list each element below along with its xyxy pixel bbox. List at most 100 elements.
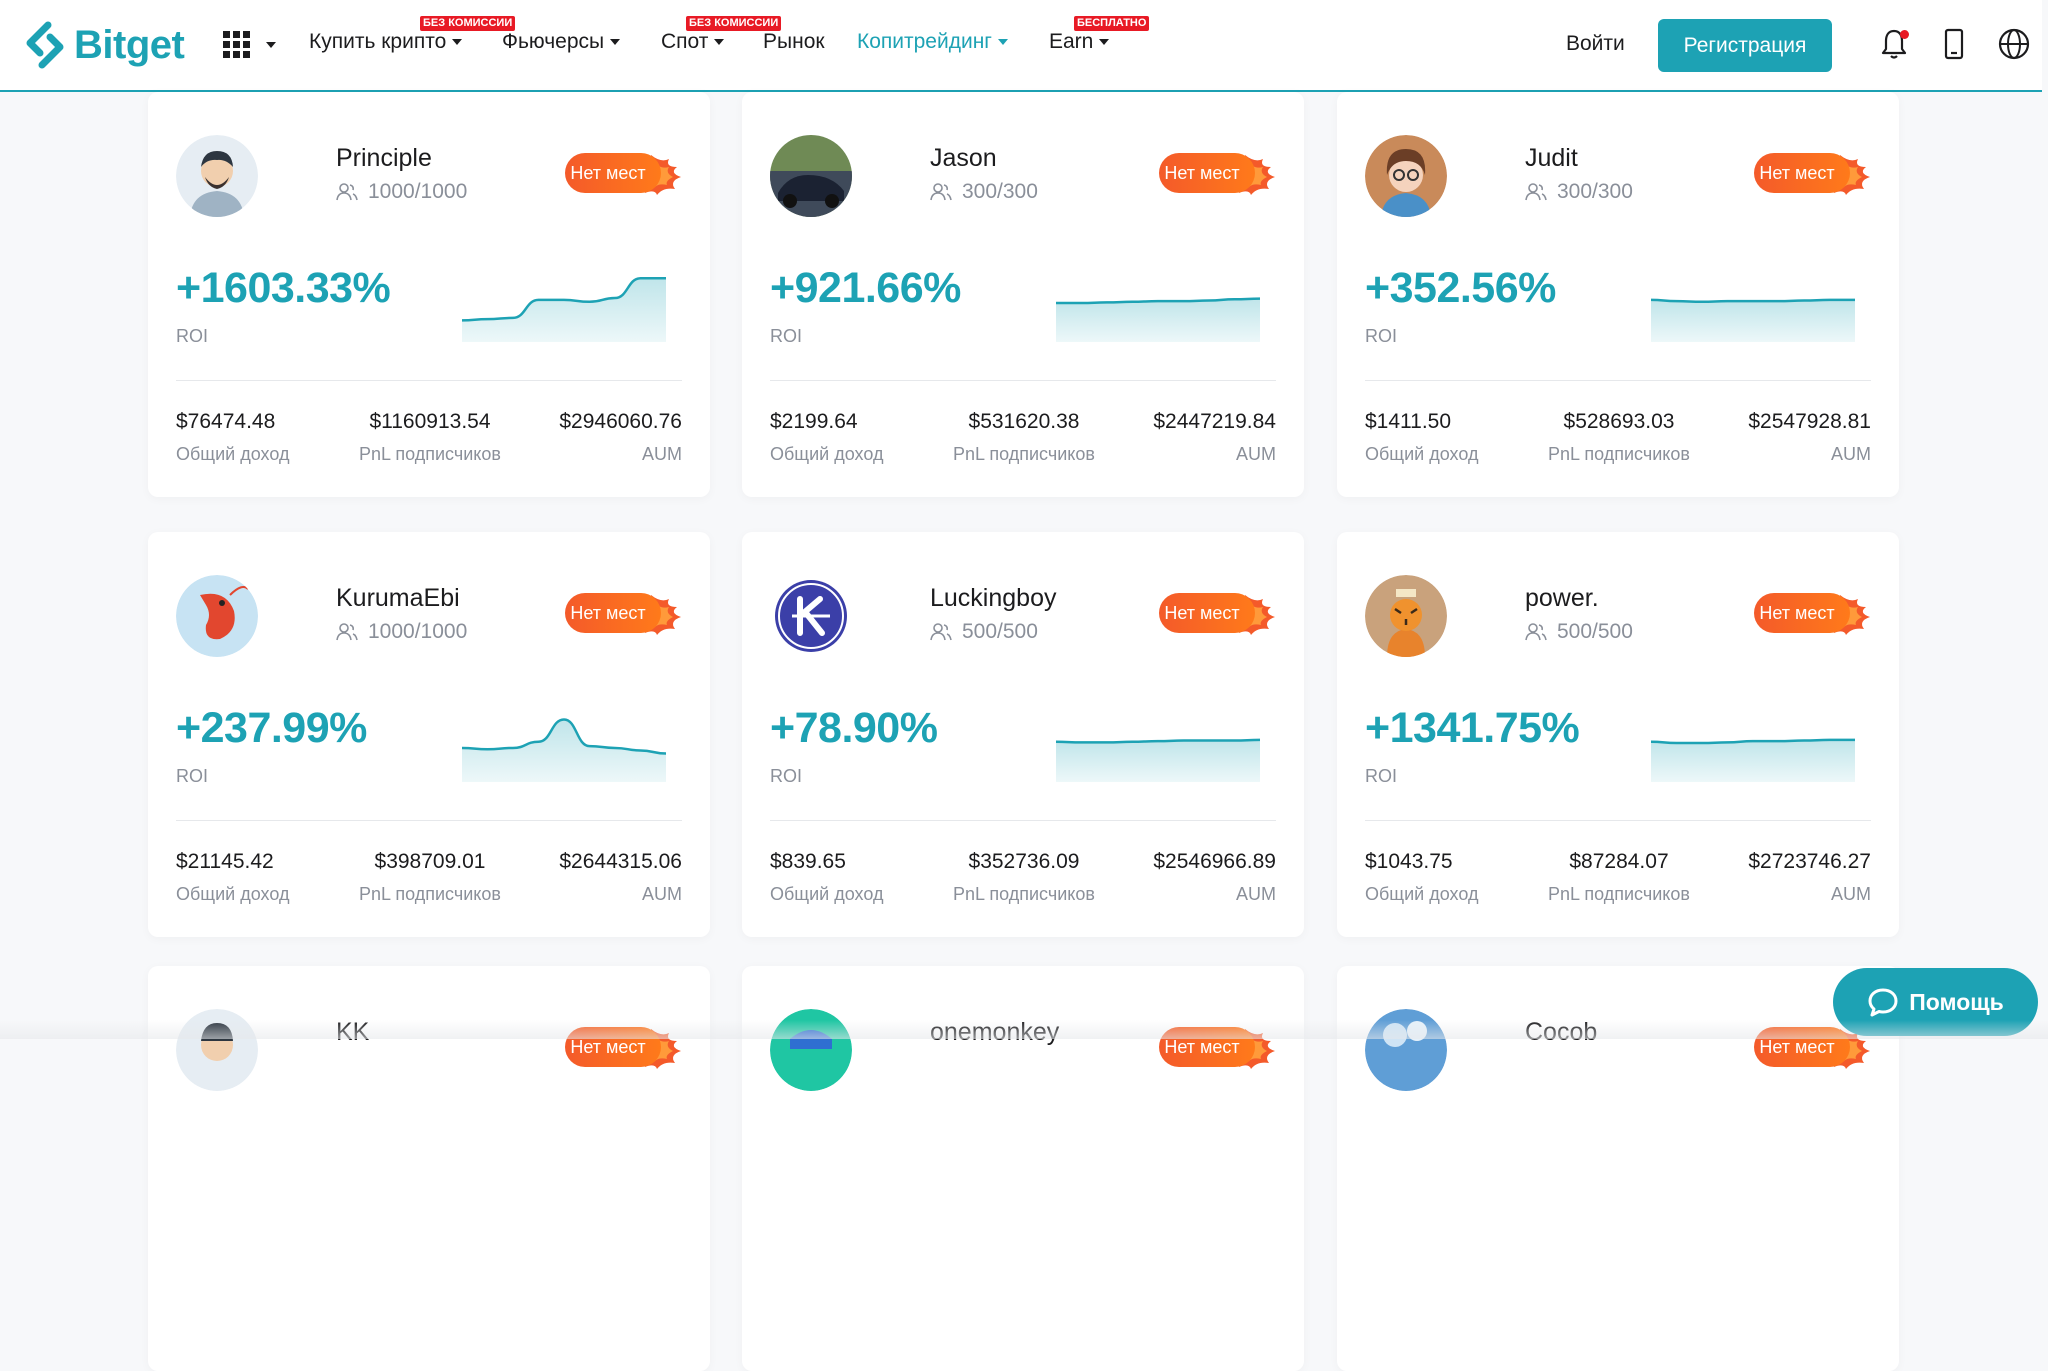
subscriber-pnl-value: $87284.07 <box>1569 850 1669 873</box>
roi-sparkline <box>462 718 666 782</box>
nav-market[interactable]: Рынок <box>763 30 825 54</box>
nav-buy-crypto[interactable]: Купить крипто <box>309 30 463 54</box>
sparkline-line <box>1651 738 1855 745</box>
sparkline-line <box>462 276 666 322</box>
full-badge-pill <box>1159 593 1255 633</box>
sparkline-area <box>1651 299 1855 342</box>
aum-label: AUM <box>1831 444 1871 464</box>
trader-card[interactable]: power. 500/500 Нет мест +1341.75% ROI $1043.7… <box>1337 532 1899 937</box>
register-button[interactable]: Регистрация <box>1658 19 1832 72</box>
subscriber-pnl-value: $398709.01 <box>374 850 486 873</box>
aum-value: $2644315.06 <box>559 850 682 873</box>
language-button[interactable] <box>1996 26 2032 62</box>
roi-sparkline <box>1651 298 1855 342</box>
chat-bubble-icon <box>1868 988 1898 1017</box>
sparkline-area <box>1651 739 1855 782</box>
trader-name: Judit <box>1525 144 1578 172</box>
stat-subscriber-pnl: $1160913.54 PnL подписчиков <box>293 410 567 465</box>
stat-aum: $2546966.89 AUM <box>1153 850 1276 905</box>
subscriber-pnl-label: PnL подписчиков <box>953 444 1095 464</box>
stat-total-income: $21145.42 Общий доход <box>176 850 289 905</box>
aum-value: $2447219.84 <box>1153 410 1276 433</box>
full-badge-label: Нет мест <box>1759 603 1835 623</box>
total-income-label: Общий доход <box>770 884 884 904</box>
roi-sparkline <box>1056 297 1260 342</box>
aum-label: AUM <box>1831 884 1871 904</box>
stat-aum: $2447219.84 AUM <box>1153 410 1276 465</box>
total-income-label: Общий доход <box>176 444 290 464</box>
followers-value: 500/500 <box>1557 620 1633 643</box>
stat-subscriber-pnl: $87284.07 PnL подписчиков <box>1482 850 1756 905</box>
trader-avatar <box>770 575 852 657</box>
full-badge-label: Нет мест <box>1164 163 1240 183</box>
nav-label: Спот <box>661 30 709 53</box>
roi-label: ROI <box>1365 766 1398 786</box>
nav-spot[interactable]: Спот <box>661 30 725 54</box>
trader-avatar <box>176 575 258 657</box>
followers-count: 1000/1000 <box>336 180 467 204</box>
total-income-value: $1411.50 <box>1365 410 1452 433</box>
subscriber-pnl-label: PnL подписчиков <box>359 884 501 904</box>
full-badge: Нет мест <box>1754 153 1870 197</box>
help-label: Помощь <box>1909 988 2004 1015</box>
stat-total-income: $1043.75 Общий доход <box>1365 850 1478 905</box>
top-navbar: Bitget БЕЗ КОМИССИИ Купить крипто Фьючер… <box>0 0 2042 92</box>
nav-earn[interactable]: Earn <box>1049 30 1110 54</box>
users-icon <box>1525 183 1547 201</box>
apps-menu-button[interactable] <box>222 30 276 60</box>
trader-card[interactable]: Luckingboy 500/500 Нет мест +78.90% ROI $839.… <box>742 532 1304 937</box>
users-icon <box>930 623 952 641</box>
trader-card[interactable]: Principle 1000/1000 Нет мест +1603.33% ROI $7… <box>148 92 710 497</box>
mobile-app-button[interactable] <box>1936 26 1972 62</box>
trader-card[interactable]: Judit 300/300 Нет мест +352.56% ROI $1411.50 О… <box>1337 92 1899 497</box>
stat-aum: $2723746.27 AUM <box>1748 850 1871 905</box>
roi-sparkline <box>1056 738 1260 782</box>
chevron-down-icon <box>266 42 276 48</box>
full-badge: Нет мест <box>1159 593 1275 637</box>
total-income-value: $21145.42 <box>176 850 274 873</box>
nav-copy-trading[interactable]: Копитрейдинг <box>857 30 1008 54</box>
users-icon <box>336 183 358 201</box>
nav-futures[interactable]: Фьючерсы <box>502 30 621 54</box>
nav-label: Купить крипто <box>309 30 447 53</box>
followers-value: 1000/1000 <box>368 180 468 203</box>
roi-label: ROI <box>1365 326 1398 346</box>
total-income-label: Общий доход <box>176 884 290 904</box>
subscriber-pnl-value: $352736.09 <box>968 850 1080 873</box>
subscriber-pnl-value: $1160913.54 <box>369 410 491 433</box>
card-divider <box>770 380 1276 381</box>
full-badge: Нет мест <box>1159 153 1275 197</box>
total-income-value: $2199.64 <box>770 410 858 433</box>
trader-card[interactable]: KurumaEbi 1000/1000 Нет мест +237.99% ROI $21… <box>148 532 710 937</box>
login-link[interactable]: Войти <box>1566 32 1625 55</box>
trader-name: Principle <box>336 144 432 172</box>
full-badge: Нет мест <box>565 593 681 637</box>
grid-apps-icon <box>223 31 250 58</box>
stat-total-income: $1411.50 Общий доход <box>1365 410 1478 465</box>
total-income-label: Общий доход <box>1365 884 1479 904</box>
roi-label: ROI <box>176 326 209 346</box>
followers-value: 500/500 <box>962 620 1038 643</box>
followers-value: 300/300 <box>1557 180 1633 203</box>
users-icon <box>930 183 952 201</box>
notifications-button[interactable] <box>1876 26 1912 62</box>
roi-sparkline <box>462 276 666 342</box>
nav-badge-spot: БЕЗ КОМИССИИ <box>686 16 782 31</box>
roi-value: +237.99% <box>176 704 367 752</box>
aum-label: AUM <box>1236 444 1276 464</box>
roi-label: ROI <box>770 766 803 786</box>
full-badge-label: Нет мест <box>570 163 646 183</box>
stat-total-income: $76474.48 Общий доход <box>176 410 289 465</box>
trader-avatar <box>176 135 258 217</box>
trader-name: KurumaEbi <box>336 584 460 612</box>
card-divider <box>1365 820 1871 821</box>
total-income-value: $1043.75 <box>1365 850 1453 873</box>
nav-label: Копитрейдинг <box>857 30 992 53</box>
nav-label: Рынок <box>763 30 825 53</box>
bitget-logo[interactable]: Bitget <box>22 20 185 70</box>
aum-label: AUM <box>642 884 682 904</box>
followers-value: 1000/1000 <box>368 620 468 643</box>
sparkline-line <box>462 718 666 755</box>
trader-card[interactable]: Jason 300/300 Нет мест +921.66% ROI $2199.64 О… <box>742 92 1304 497</box>
page-bottom-fade <box>0 1020 2048 1039</box>
